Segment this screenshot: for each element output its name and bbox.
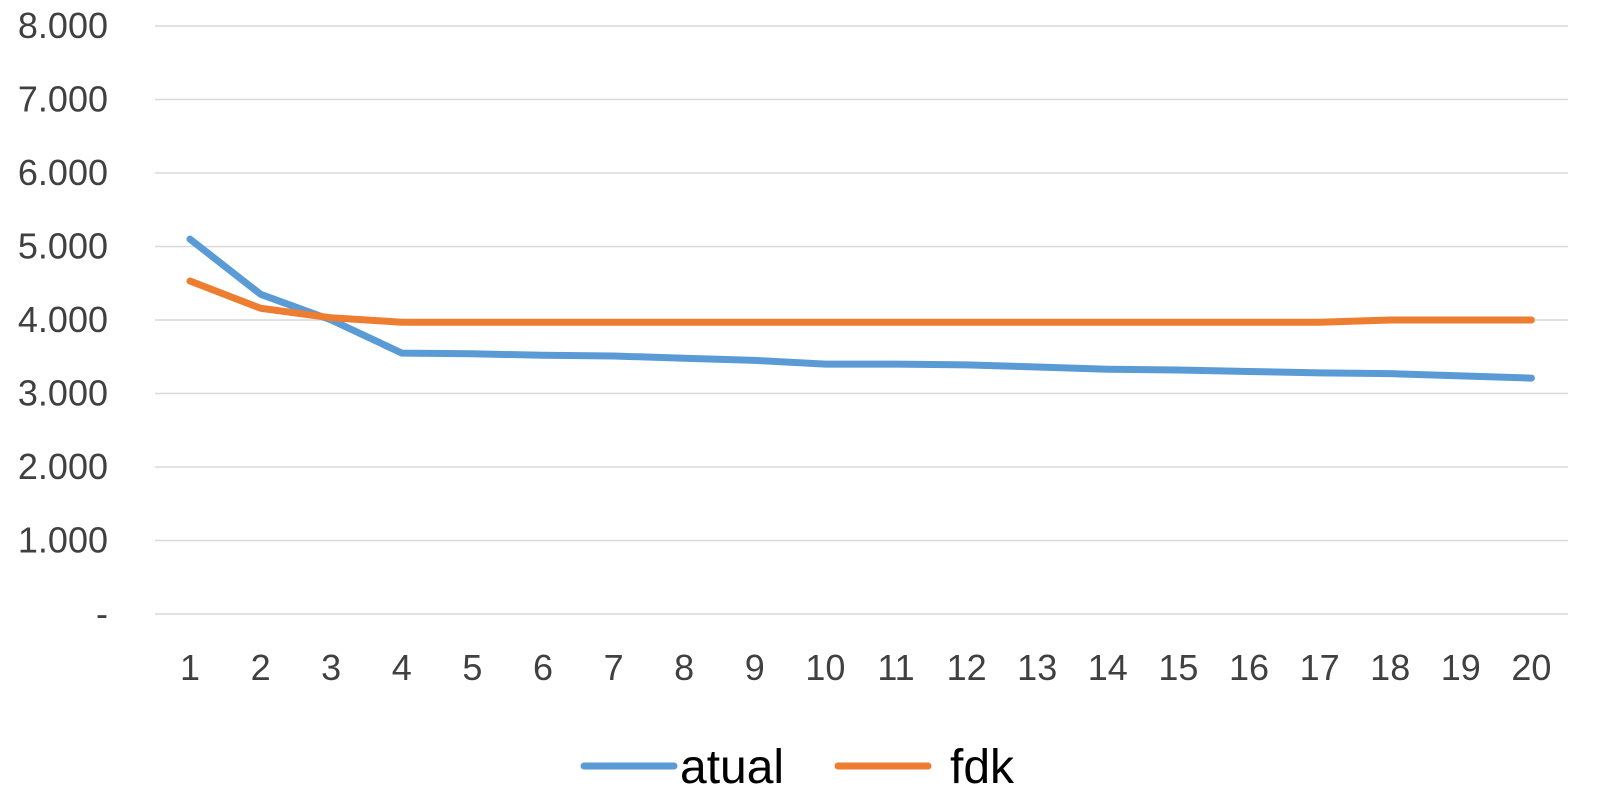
x-tick-label: 12 [947, 647, 987, 688]
y-tick-label: 3.000 [18, 373, 108, 414]
x-tick-label: 19 [1441, 647, 1481, 688]
x-tick-label: 9 [745, 647, 765, 688]
legend-label-fdk: fdk [950, 741, 1015, 794]
y-tick-label: 8.000 [18, 5, 108, 46]
y-tick-label: - [96, 593, 108, 634]
y-axis: - 1.000 2.000 3.000 4.000 5.000 6.000 7.000 8.00… [18, 5, 108, 634]
x-tick-label: 17 [1300, 647, 1340, 688]
legend-item-fdk: fdk [834, 741, 1015, 794]
x-tick-label: 15 [1158, 647, 1198, 688]
plot-area [186, 235, 1535, 382]
x-tick-label: 2 [251, 647, 271, 688]
series-line-atual [186, 235, 1535, 382]
x-tick-label: 8 [674, 647, 694, 688]
x-tick-label: 5 [462, 647, 482, 688]
series-line-fdk [186, 277, 1535, 326]
x-tick-label: 3 [321, 647, 341, 688]
x-tick-label: 1 [180, 647, 200, 688]
x-tick-label: 10 [805, 647, 845, 688]
y-tick-label: 4.000 [18, 299, 108, 340]
x-axis: 1 2 3 4 5 6 7 8 9 10 11 12 13 14 15 16 17 18 19 20 [180, 647, 1551, 688]
x-tick-label: 18 [1370, 647, 1410, 688]
x-tick-label: 16 [1229, 647, 1269, 688]
legend-label-atual: atual [680, 741, 784, 794]
y-tick-label: 5.000 [18, 226, 108, 267]
legend-item-atual: atual [580, 741, 784, 794]
y-tick-label: 7.000 [18, 79, 108, 120]
x-tick-label: 13 [1017, 647, 1057, 688]
y-tick-label: 1.000 [18, 520, 108, 561]
x-tick-label: 4 [392, 647, 412, 688]
y-tick-label: 6.000 [18, 152, 108, 193]
x-tick-label: 7 [604, 647, 624, 688]
y-tick-label: 2.000 [18, 446, 108, 487]
legend: atual fdk [580, 741, 1015, 794]
x-tick-label: 14 [1088, 647, 1128, 688]
x-tick-label: 11 [877, 647, 914, 688]
x-tick-label: 6 [533, 647, 553, 688]
x-tick-label: 20 [1511, 647, 1551, 688]
